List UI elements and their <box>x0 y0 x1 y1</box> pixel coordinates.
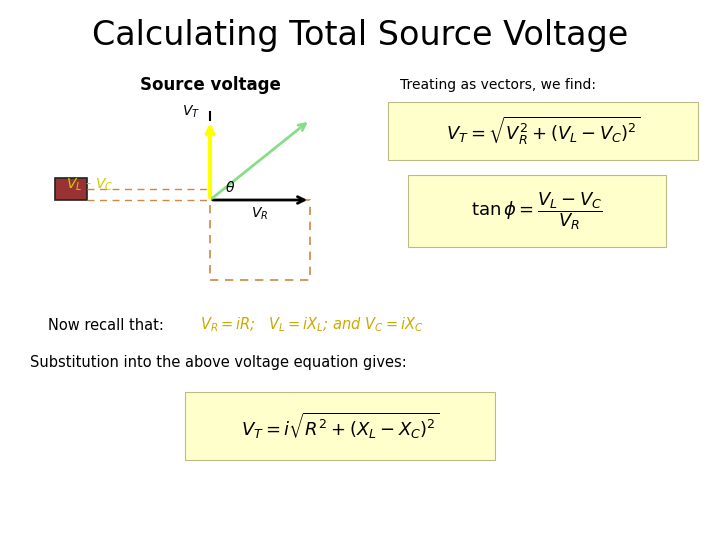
Text: Calculating Total Source Voltage: Calculating Total Source Voltage <box>92 18 628 51</box>
Text: $V_T = \sqrt{V_R^2 + (V_L - V_C)^2}$: $V_T = \sqrt{V_R^2 + (V_L - V_C)^2}$ <box>446 115 640 147</box>
Text: $\tan\phi = \dfrac{V_L - V_C}{V_R}$: $\tan\phi = \dfrac{V_L - V_C}{V_R}$ <box>471 190 603 232</box>
Text: $V_L$ - $V_C$: $V_L$ - $V_C$ <box>66 177 114 193</box>
Text: Substitution into the above voltage equation gives:: Substitution into the above voltage equa… <box>30 354 407 369</box>
Bar <box>185 392 495 460</box>
Text: $\theta$: $\theta$ <box>225 180 235 195</box>
Bar <box>55 178 87 200</box>
Text: Now recall that:: Now recall that: <box>48 318 164 333</box>
Text: $V_R$: $V_R$ <box>251 206 269 222</box>
Text: $V_R = iR$;   $V_L = iX_L$; and $V_C = iX_C$: $V_R = iR$; $V_L = iX_L$; and $V_C = iX_… <box>200 316 423 334</box>
Text: $V_T = i\sqrt{R^2 + (X_L - X_C)^2}$: $V_T = i\sqrt{R^2 + (X_L - X_C)^2}$ <box>240 411 439 441</box>
Bar <box>408 175 666 247</box>
Text: Treating as vectors, we find:: Treating as vectors, we find: <box>400 78 596 92</box>
Text: Source voltage: Source voltage <box>140 76 280 94</box>
Text: $V_T$: $V_T$ <box>182 104 200 120</box>
Bar <box>210 200 310 280</box>
Bar <box>388 102 698 160</box>
